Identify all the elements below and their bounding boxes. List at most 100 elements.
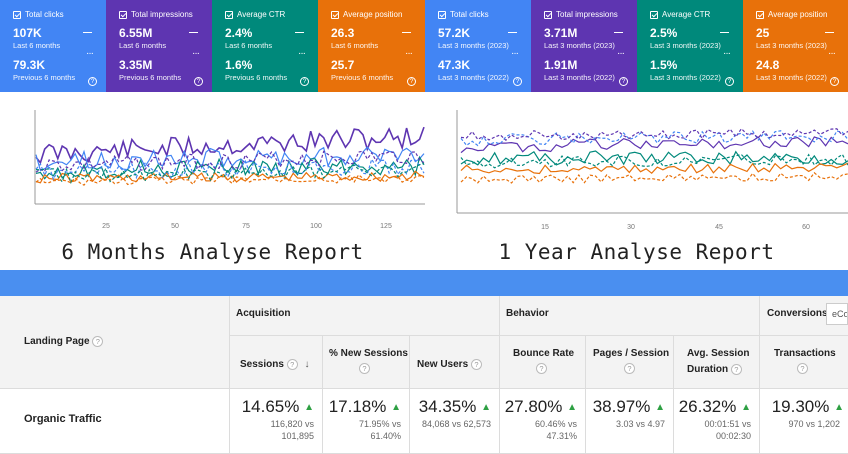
help-icon[interactable]: ? — [830, 77, 839, 86]
acquisition-group-header: Acquisition — [230, 296, 500, 336]
six-month-caption: 6 Months Analyse Report — [61, 240, 364, 264]
solid-line-legend-icon — [189, 32, 198, 33]
checkbox-icon[interactable] — [438, 10, 446, 19]
checkbox-icon[interactable] — [331, 10, 339, 19]
card-title: Average CTR — [662, 10, 711, 19]
help-icon[interactable]: ? — [407, 77, 416, 86]
card-period-previous: Last 3 months (2022) — [438, 73, 509, 82]
card-value: 6.55M — [119, 26, 153, 40]
solid-line-legend-icon — [508, 32, 517, 33]
bounce-rate-column-header[interactable]: Bounce Rate ? — [500, 336, 586, 389]
dashed-line-legend-icon: ··· — [405, 48, 413, 59]
new-sessions-column-header[interactable]: % New Sessions ? — [323, 336, 410, 389]
transactions-cell: 19.30% ▲ 970 vs 1,202 — [760, 389, 848, 454]
trend-line-7 — [35, 174, 425, 186]
card-period-previous: Last 3 months (2022) — [650, 73, 721, 82]
transactions-column-header[interactable]: Transactions ? — [760, 336, 848, 389]
help-icon[interactable]: ? — [92, 336, 104, 347]
pages-per-session-column-header[interactable]: Pages / Session ? — [586, 336, 674, 389]
increase-arrow-icon: ▲ — [655, 402, 665, 414]
card-period: Last 6 months — [13, 41, 61, 50]
help-icon[interactable]: ? — [359, 363, 370, 374]
help-icon[interactable]: ? — [624, 363, 635, 374]
trend-line-3 — [460, 162, 848, 175]
help-icon[interactable]: ? — [470, 359, 482, 370]
help-icon[interactable]: ? — [730, 364, 742, 375]
trend-line-0 — [460, 136, 848, 154]
increase-arrow-icon: ▲ — [834, 402, 844, 414]
landing-page-label: Landing Page — [24, 336, 90, 348]
help-icon[interactable]: ? — [513, 77, 522, 86]
help-icon[interactable]: ? — [797, 363, 808, 374]
landing-page-table: Landing Page ? Acquisition Behavior Conv… — [0, 296, 848, 454]
card-value-previous: 25.7 — [331, 58, 355, 72]
total-impressions-card[interactable]: Total impressions 3.71M Last 3 months (2… — [531, 0, 637, 92]
solid-line-legend-icon — [295, 32, 304, 33]
help-icon[interactable]: ? — [619, 77, 628, 86]
sessions-column-header[interactable]: Sessions ? ↓ — [230, 336, 323, 389]
increase-arrow-icon: ▲ — [304, 402, 314, 414]
dashed-line-legend-icon: ··· — [86, 48, 94, 59]
increase-arrow-icon: ▲ — [567, 402, 577, 414]
card-period-previous: Previous 6 months — [13, 73, 76, 82]
section-divider-bar — [0, 270, 848, 296]
dashed-line-legend-icon: ··· — [511, 48, 519, 59]
help-icon[interactable]: ? — [286, 359, 298, 370]
trend-line-2 — [460, 150, 848, 166]
sort-descending-icon[interactable]: ↓ — [304, 359, 310, 371]
help-icon[interactable]: ? — [725, 77, 734, 86]
help-icon[interactable]: ? — [300, 77, 309, 86]
avg-session-duration-cell: 26.32% ▲ 00:01:51 vs 00:02:30 — [674, 389, 760, 454]
card-period-previous: Last 3 months (2022) — [544, 73, 615, 82]
solid-line-legend-icon — [720, 32, 729, 33]
checkbox-icon[interactable] — [756, 10, 764, 19]
card-title: Total clicks — [450, 10, 489, 19]
total-clicks-card[interactable]: Total clicks 57.2K Last 3 months (2023) … — [425, 0, 531, 92]
x-tick-label: 50 — [171, 223, 179, 230]
checkbox-icon[interactable] — [119, 10, 127, 19]
trend-line-4 — [460, 127, 848, 142]
new-users-column-header[interactable]: New Users ? — [410, 336, 500, 389]
checkbox-icon[interactable] — [650, 10, 658, 19]
avg-session-duration-column-header[interactable]: Avg. Session Duration ? — [674, 336, 760, 389]
x-tick-label: 100 — [310, 223, 322, 230]
checkbox-icon[interactable] — [225, 10, 233, 19]
trend-line-1 — [460, 130, 848, 147]
total-impressions-card[interactable]: Total impressions 6.55M Last 6 months 3.… — [106, 0, 212, 92]
organic-traffic-label[interactable]: Organic Traffic — [24, 413, 102, 425]
help-icon[interactable]: ? — [536, 363, 547, 374]
landing-page-header[interactable]: Landing Page ? — [0, 296, 230, 389]
help-icon[interactable]: ? — [194, 77, 203, 86]
solid-line-legend-icon — [825, 32, 834, 33]
card-value: 26.3 — [331, 26, 355, 40]
card-period: Last 3 months (2023) — [756, 41, 827, 50]
average-ctr-card[interactable]: Average CTR 2.5% Last 3 months (2023) 1.… — [637, 0, 743, 92]
increase-arrow-icon: ▲ — [741, 402, 751, 414]
card-period-previous: Previous 6 months — [331, 73, 394, 82]
total-clicks-card[interactable]: Total clicks 107K Last 6 months 79.3K Pr… — [0, 0, 106, 92]
one-year-caption: 1 Year Analyse Report — [498, 240, 775, 264]
help-icon[interactable]: ? — [88, 77, 97, 86]
behavior-group-header: Behavior — [500, 296, 760, 336]
checkbox-icon[interactable] — [13, 10, 21, 19]
one-year-report-panel: Total clicks 57.2K Last 3 months (2023) … — [425, 0, 848, 270]
card-period: Last 6 months — [331, 41, 379, 50]
average-ctr-card[interactable]: Average CTR 2.4% Last 6 months 1.6% Prev… — [212, 0, 318, 92]
solid-line-legend-icon — [402, 32, 411, 33]
checkbox-icon[interactable] — [544, 10, 552, 19]
solid-line-legend-icon — [614, 32, 623, 33]
table-row-label: Organic Traffic — [0, 389, 230, 454]
dashed-line-legend-icon: ··· — [298, 48, 306, 59]
conversions-goal-select[interactable]: eCo — [826, 303, 848, 325]
x-tick-label: 45 — [715, 224, 723, 231]
trend-line-6 — [35, 162, 425, 185]
average-position-card[interactable]: Average position 26.3 Last 6 months 25.7… — [318, 0, 425, 92]
x-tick-label: 60 — [802, 224, 810, 231]
metric-cards: Total clicks 107K Last 6 months 79.3K Pr… — [0, 0, 425, 92]
card-period: Last 3 months (2023) — [544, 41, 615, 50]
card-value-previous: 24.8 — [756, 58, 780, 72]
solid-line-legend-icon — [83, 32, 92, 33]
card-value-previous: 79.3K — [13, 58, 46, 72]
increase-arrow-icon: ▲ — [481, 402, 491, 414]
average-position-card[interactable]: Average position 25 Last 3 months (2023)… — [743, 0, 848, 92]
